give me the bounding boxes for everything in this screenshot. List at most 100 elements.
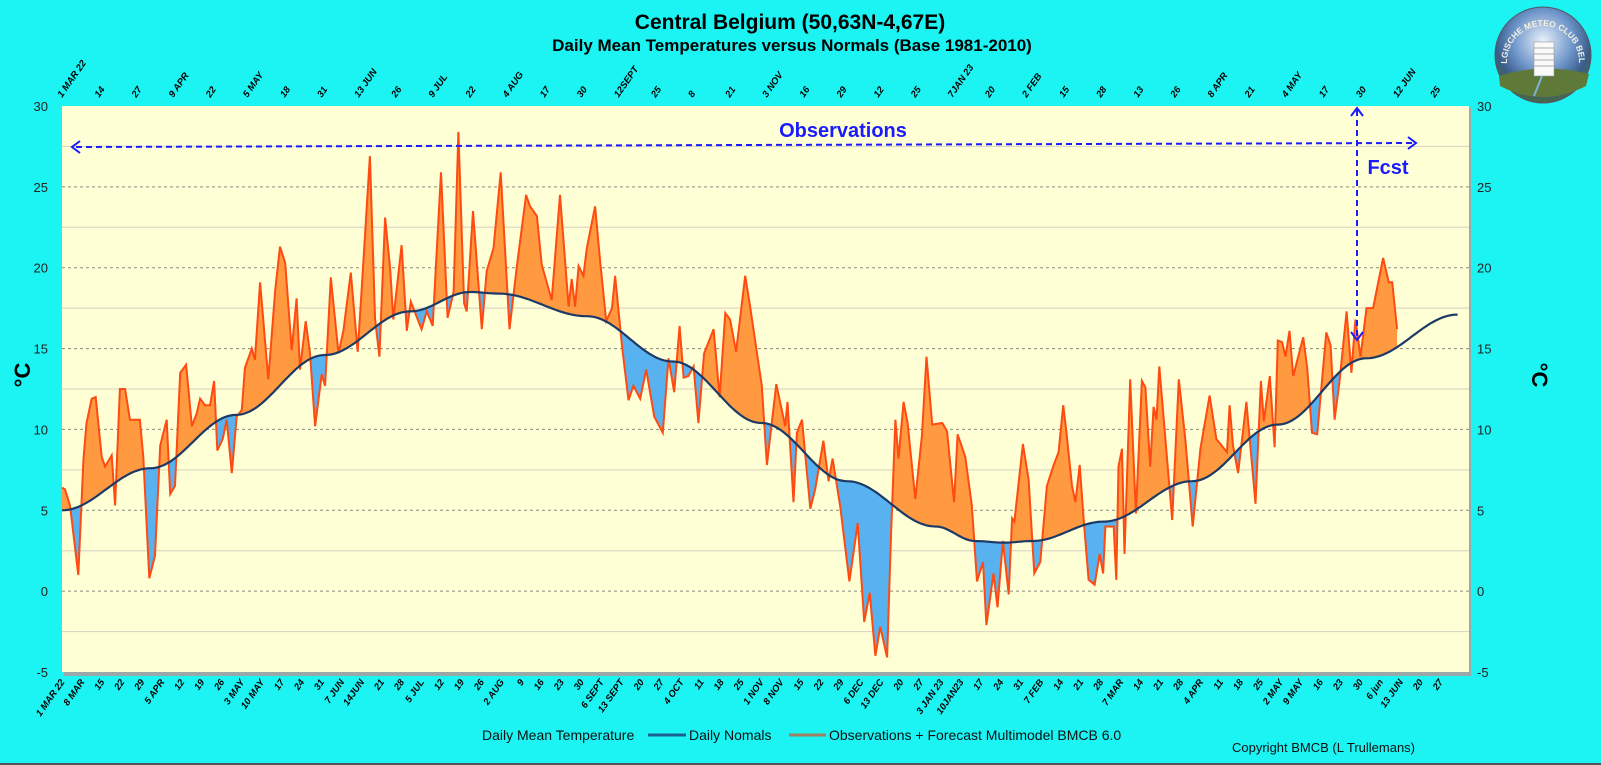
- x-tick-label-bottom: 19: [452, 677, 467, 693]
- y-tick-label-right: 5: [1477, 503, 1484, 518]
- x-tick-label-top: 22: [463, 84, 479, 100]
- observations-line: [61, 131, 1399, 658]
- x-tick-label-bottom: 25: [1250, 677, 1266, 693]
- x-tick-label-bottom: 29: [132, 677, 148, 693]
- x-tick-label-top: 4 MAY: [1279, 69, 1306, 101]
- x-tick-label-bottom: 21: [1071, 677, 1087, 693]
- x-tick-label-bottom: 31: [312, 677, 327, 692]
- legend-entry-daily-mean-temperature: Daily Mean Temperature: [482, 727, 634, 743]
- x-tick-label-bottom: 20: [1410, 677, 1426, 693]
- x-tick-label-bottom: 11: [692, 677, 707, 691]
- x-tick-label-bottom: 30: [1351, 677, 1366, 693]
- x-tick-label-top: 17: [1317, 84, 1332, 100]
- observations-arrow: [75, 142, 1413, 148]
- x-tick-label-top: 30: [575, 84, 590, 100]
- x-tick-label-top: 7JAN 23: [946, 62, 977, 100]
- copyright: Copyright BMCB (L Trullemans): [1232, 740, 1415, 755]
- y-tick-label-right: 0: [1477, 584, 1484, 599]
- x-tick-label-top: 5 MAY: [241, 69, 267, 100]
- y-tick-label-left: 20: [34, 261, 48, 276]
- y-tick-label-left: 25: [34, 180, 48, 195]
- x-tick-label-bottom: 27: [651, 677, 667, 693]
- y-tick-label-right: 15: [1477, 342, 1491, 357]
- x-tick-label-bottom: 18: [1231, 677, 1246, 693]
- x-tick-label-top: 22: [203, 84, 219, 100]
- x-tick-label-bottom: 17: [272, 677, 287, 693]
- legend: Daily Mean Temperature Daily Nomals Obse…: [482, 727, 1121, 743]
- x-tick-label-top: 15: [1057, 84, 1072, 100]
- x-tick-label-bottom: 22: [112, 677, 128, 693]
- x-tick-label-bottom: 22: [811, 677, 827, 693]
- x-tick-label-bottom: 17: [971, 677, 986, 693]
- x-tick-label-bottom: 15: [92, 677, 107, 693]
- x-tick-label-top: 25: [908, 84, 924, 100]
- x-tick-label-bottom: 28: [1171, 677, 1187, 693]
- forecast-arrow-down-head-icon: [1350, 331, 1364, 342]
- x-tick-label-bottom: 23: [551, 677, 567, 693]
- x-tick-label-top: 13 JUN: [352, 66, 380, 100]
- x-tick-label-bottom: 26: [471, 677, 487, 693]
- forecast-arrow-up-head-icon: [1350, 106, 1364, 117]
- x-tick-label-top: 28: [1094, 84, 1110, 100]
- x-tick-label-bottom: 14JUN: [341, 676, 368, 707]
- x-tick-label-bottom: 11: [1211, 677, 1226, 691]
- x-tick-label-top: 9 JUL: [426, 72, 450, 100]
- chart-title: Central Belgium (50,63N-4,67E): [635, 11, 945, 34]
- x-tick-label-bottom: 14: [1051, 677, 1066, 693]
- y-tick-label-left: 15: [34, 342, 48, 357]
- x-tick-label-bottom: 7 FEB: [1022, 677, 1047, 705]
- x-tick-label-bottom: 12: [432, 677, 447, 693]
- x-tick-label-bottom: 7 MAR: [1100, 677, 1126, 708]
- x-tick-label-bottom: 20: [891, 677, 907, 693]
- x-axis-top: 1 MAR 22 14 27 9 APR 22 5 MAY 18 31 13 JUN 26 9 JU…: [55, 58, 1443, 101]
- x-tick-label-bottom: 16: [1311, 677, 1326, 693]
- x-tick-label-bottom: 9 MAY: [1281, 676, 1307, 707]
- x-tick-label-top: 1 MAR 22: [55, 58, 89, 100]
- x-tick-label-bottom: 26: [212, 677, 228, 693]
- x-tick-label-bottom: 16: [532, 677, 547, 693]
- y-axis-right: -5 0 5 10 15 20 25 30: [1477, 99, 1491, 680]
- legend-entry-daily-normals: Daily Nomals: [689, 727, 771, 743]
- forecast-annotation: Fcst: [1367, 157, 1408, 179]
- x-tick-label-top: 17: [538, 84, 553, 100]
- x-tick-label-bottom: 18: [712, 677, 727, 693]
- x-tick-label-bottom: 15: [792, 677, 807, 693]
- y-axis-label-right: °C: [1527, 363, 1552, 388]
- x-tick-label-top: 25: [648, 84, 664, 100]
- x-tick-label-bottom: 20: [631, 677, 647, 693]
- x-tick-label-top: 16: [797, 84, 812, 100]
- x-tick-label-bottom: 28: [1091, 677, 1107, 693]
- x-tick-label-top: 21: [1242, 85, 1258, 101]
- x-tick-label-bottom: 31: [1011, 677, 1026, 692]
- anomaly-fills: [62, 131, 1398, 658]
- normals-line: [61, 290, 1458, 544]
- x-tick-label-bottom: 4 OCT: [661, 676, 687, 707]
- x-tick-label-bottom: 8 NOV: [761, 677, 787, 707]
- y-tick-label-right: 30: [1477, 99, 1491, 114]
- x-tick-label-top: 8: [686, 88, 698, 99]
- x-tick-label-top: 25: [1428, 84, 1444, 100]
- x-tick-label-bottom: 24: [292, 677, 308, 693]
- x-tick-label-bottom: 5 JUL: [403, 677, 427, 705]
- observations-arrow-left-head-icon: [70, 140, 81, 154]
- legend-entry-observations-forecast: Observations + Forecast Multimodel BMCB …: [829, 727, 1121, 743]
- weather-screen-icon: [1533, 41, 1555, 97]
- x-tick-label-bottom: 2 AUG: [481, 677, 507, 708]
- x-tick-label-bottom: 5 APR: [142, 677, 167, 706]
- x-tick-label-top: 9 APR: [167, 71, 192, 100]
- y-tick-label-right: 25: [1477, 180, 1491, 195]
- y-tick-label-right: -5: [1477, 665, 1489, 680]
- x-tick-label-bottom: 19: [192, 677, 207, 693]
- y-tick-label-left: 10: [34, 422, 48, 437]
- observations-annotation: Observations: [779, 120, 907, 142]
- x-tick-label-top: 12: [872, 84, 887, 100]
- x-tick-label-bottom: 23: [1330, 677, 1346, 693]
- chart-subtitle: Daily Mean Temperatures versus Normals (…: [552, 36, 1032, 55]
- x-tick-label-bottom: 28: [391, 677, 407, 693]
- x-tick-label-bottom: 29: [831, 677, 847, 693]
- x-tick-label-bottom: 14: [1131, 677, 1146, 693]
- observations-arrow-right-head-icon: [1407, 136, 1418, 150]
- x-tick-label-bottom: 12: [172, 677, 187, 693]
